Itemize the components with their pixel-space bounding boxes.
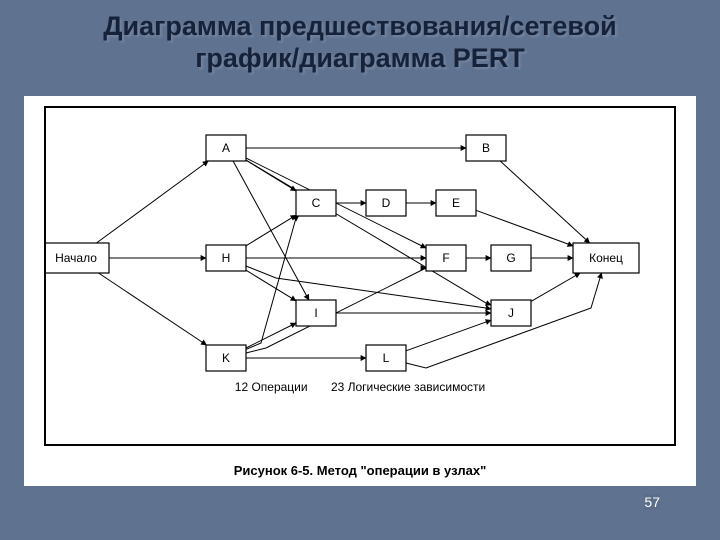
slide-number: 57 — [644, 494, 660, 510]
legend-dependencies: 23 Логические зависимости — [331, 380, 485, 394]
legend-operations: 12 Операции — [235, 380, 308, 394]
figure-legend: 12 Операции 23 Логические зависимости — [46, 380, 674, 394]
edge-A-J — [246, 160, 491, 305]
figure-container: Начало A H K C I D L F E B G J Конец 12 Операции 23 Л… — [24, 96, 696, 486]
figure-border: Начало A H K C I D L F E B G J Конец 12 Операции 23 Л… — [44, 106, 676, 446]
edge-K-I — [246, 323, 296, 348]
edge-J-end — [531, 273, 580, 301]
node-label-start: Начало — [55, 251, 97, 265]
node-label-D: D — [382, 196, 391, 210]
node-label-L: L — [383, 351, 390, 365]
edge-L-J — [406, 320, 491, 351]
edge-start-K — [99, 273, 207, 345]
node-label-G: G — [506, 251, 515, 265]
edge-H-C — [246, 215, 296, 246]
edge-H-J — [246, 266, 491, 309]
slide: Диаграмма предшествования/сетевой график… — [0, 0, 720, 540]
node-label-end: Конец — [589, 251, 623, 265]
pert-diagram: Начало A H K C I D L F E B G J Конец — [46, 108, 674, 408]
node-label-B: B — [482, 141, 490, 155]
node-label-I: I — [314, 306, 317, 320]
edge-start-A — [96, 161, 208, 243]
edge-E-end — [476, 210, 573, 246]
node-label-A: A — [222, 141, 230, 155]
node-label-H: H — [222, 251, 231, 265]
node-label-C: C — [312, 196, 321, 210]
figure-caption: Рисунок 6-5. Метод "операции в узлах" — [24, 463, 696, 478]
node-label-F: F — [442, 251, 449, 265]
title-line-1: Диаграмма предшествования/сетевой — [103, 11, 616, 41]
node-label-K: K — [222, 351, 230, 365]
title-line-2: график/диаграмма PERT — [195, 43, 525, 73]
edge-H-I — [246, 270, 296, 301]
node-label-E: E — [452, 196, 460, 210]
slide-title: Диаграмма предшествования/сетевой график… — [0, 10, 720, 75]
edge-K-C — [246, 216, 299, 349]
node-label-J: J — [508, 306, 514, 320]
edge-B-end — [500, 161, 589, 243]
